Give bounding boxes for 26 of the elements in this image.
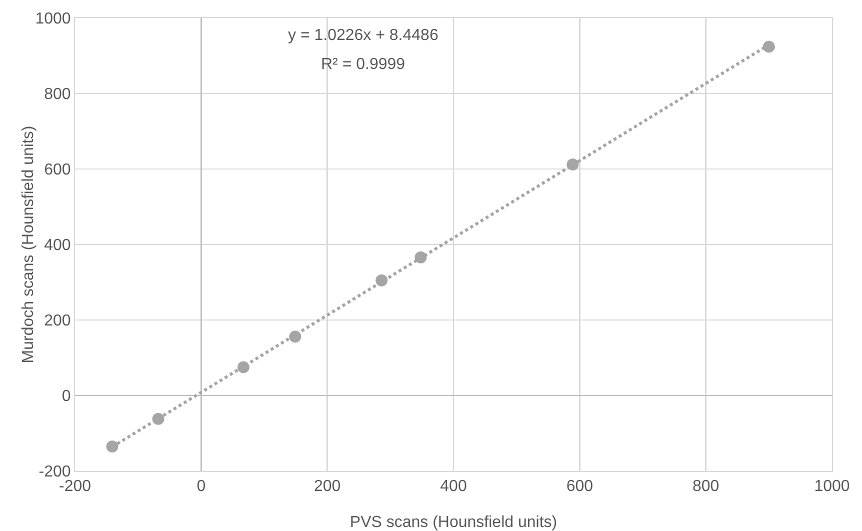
x-axis-title: PVS scans (Hounsfield units) (350, 514, 558, 531)
y-tick-label: 800 (44, 86, 71, 104)
x-tick-label: 1000 (814, 478, 850, 496)
point (106, 440, 118, 452)
annotation: R² = 0.9999 (321, 56, 406, 73)
x-tick-label: 400 (440, 478, 467, 496)
y-tick-label: 600 (44, 162, 71, 179)
point (289, 330, 302, 343)
point (237, 361, 250, 374)
annotation: y = 1.0226x + 8.4486 (288, 27, 438, 44)
y-tick-label: -200 (38, 464, 71, 481)
point (762, 40, 775, 53)
y-tick-label: 0 (62, 388, 71, 406)
y-tick-label: 400 (44, 237, 71, 254)
x-tick-label: 200 (314, 478, 341, 496)
point (414, 251, 427, 264)
x-tick-label: 600 (566, 478, 594, 496)
x-tick-label: 800 (692, 478, 720, 496)
point (376, 274, 388, 286)
y-tick-label: 200 (44, 312, 71, 330)
x-tick-label: 0 (196, 478, 206, 496)
y-tick-label: 1000 (35, 10, 71, 28)
point (152, 412, 164, 425)
point (566, 158, 579, 170)
y-axis-title: Murdoch scans (Hounsfield units) (20, 126, 37, 364)
x-tick-label: -200 (58, 478, 92, 496)
